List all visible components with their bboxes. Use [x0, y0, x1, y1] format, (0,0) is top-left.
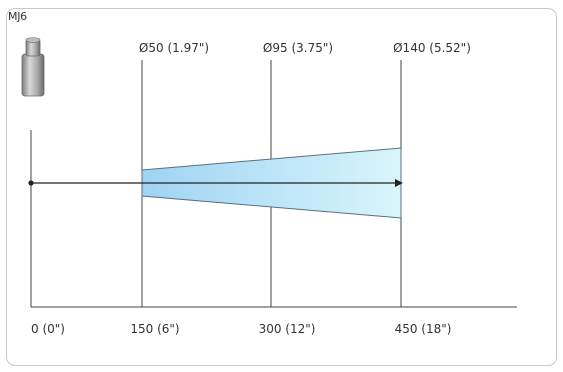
cylindrical-sensor-icon — [21, 37, 45, 97]
diameter-label-300: Ø95 (3.75") — [263, 41, 333, 55]
beam-arrowhead — [395, 179, 403, 187]
diameter-label-150: Ø50 (1.97") — [139, 41, 209, 55]
beam-origin-dot — [28, 180, 34, 186]
model-label: MJ6 — [8, 10, 27, 23]
distance-label-300: 300 (12") — [259, 322, 316, 336]
distance-label-0: 0 (0") — [31, 322, 65, 336]
diameter-label-450: Ø140 (5.52") — [393, 41, 471, 55]
distance-label-450: 450 (18") — [395, 322, 452, 336]
distance-label-150: 150 (6") — [130, 322, 179, 336]
